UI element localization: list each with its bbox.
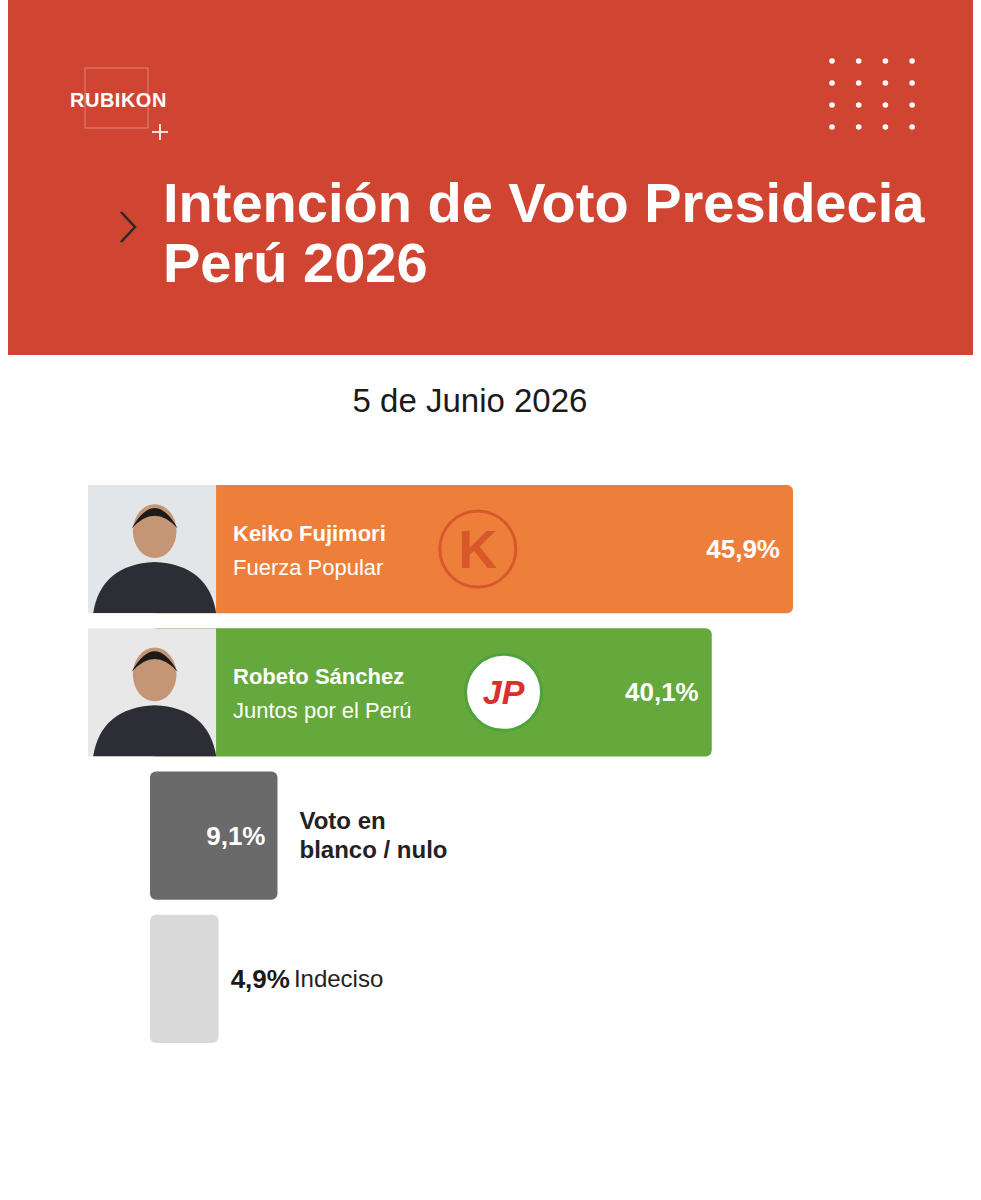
header-dot bbox=[856, 58, 862, 64]
header-dot bbox=[883, 102, 889, 108]
bar bbox=[150, 915, 219, 1043]
value-label: 45,9% bbox=[706, 534, 780, 564]
photo-hair bbox=[132, 651, 178, 672]
brand: RUBIKON bbox=[70, 89, 167, 111]
category-label: Voto en blanco / nulo bbox=[299, 807, 447, 863]
header-dots bbox=[829, 58, 915, 130]
title: Intención de Voto Presidecia Perú 2026 bbox=[163, 171, 940, 294]
bar bbox=[150, 628, 712, 756]
header-dot bbox=[909, 80, 915, 86]
photo-hair bbox=[132, 508, 178, 529]
party-logo-text: JP bbox=[483, 673, 525, 711]
header-band bbox=[8, 0, 973, 355]
header-dot bbox=[829, 102, 835, 108]
value-label: 9,1% bbox=[206, 821, 265, 851]
chevron bbox=[121, 212, 135, 242]
header-dot bbox=[856, 80, 862, 86]
category-label: Indeciso bbox=[294, 965, 383, 992]
category-label-line: blanco / nulo bbox=[299, 836, 447, 863]
photo bbox=[88, 485, 216, 613]
category-label-line: Indeciso bbox=[294, 965, 383, 992]
photo-body bbox=[93, 705, 216, 756]
category-label-line: Voto en bbox=[299, 807, 392, 834]
labels: Keiko Fujimori Fuerza Popular K 45,9% Robeto… bbox=[88, 485, 780, 994]
bars bbox=[150, 485, 793, 1043]
brand-plus bbox=[152, 124, 168, 140]
party-label: Juntos por el Perú bbox=[233, 698, 412, 723]
category-label: Robeto Sánchez bbox=[233, 664, 404, 689]
header-dot bbox=[856, 102, 862, 108]
chart-root: RUBIKON Intención de Voto Presidecia Perú… bbox=[0, 0, 981, 1200]
header-dot bbox=[909, 124, 915, 130]
photo-ground bbox=[88, 485, 216, 613]
header-dot bbox=[829, 80, 835, 86]
value-label: 4,9% bbox=[231, 964, 290, 994]
bar bbox=[150, 485, 793, 613]
photo-ground bbox=[88, 628, 216, 756]
title-line: Intención de Voto Presidecia bbox=[163, 171, 940, 234]
party-logo bbox=[466, 654, 542, 730]
photo bbox=[88, 628, 216, 756]
subtitle: 5 de Junio 2026 bbox=[353, 382, 588, 419]
header-dot bbox=[883, 80, 889, 86]
party-label: Fuerza Popular bbox=[233, 555, 383, 580]
bar bbox=[150, 772, 277, 900]
title-line: Perú 2026 bbox=[163, 231, 428, 294]
party-logo bbox=[440, 511, 516, 587]
header-dot bbox=[883, 124, 889, 130]
header-dot bbox=[856, 124, 862, 130]
party-logo-text: K bbox=[458, 519, 497, 579]
value-label: 40,1% bbox=[625, 677, 699, 707]
header-dot bbox=[909, 102, 915, 108]
photo-body bbox=[93, 562, 216, 613]
category-label: Keiko Fujimori bbox=[233, 521, 386, 546]
header-dot bbox=[883, 58, 889, 64]
header-dot bbox=[829, 58, 835, 64]
header-dot bbox=[829, 124, 835, 130]
header-dot bbox=[909, 58, 915, 64]
